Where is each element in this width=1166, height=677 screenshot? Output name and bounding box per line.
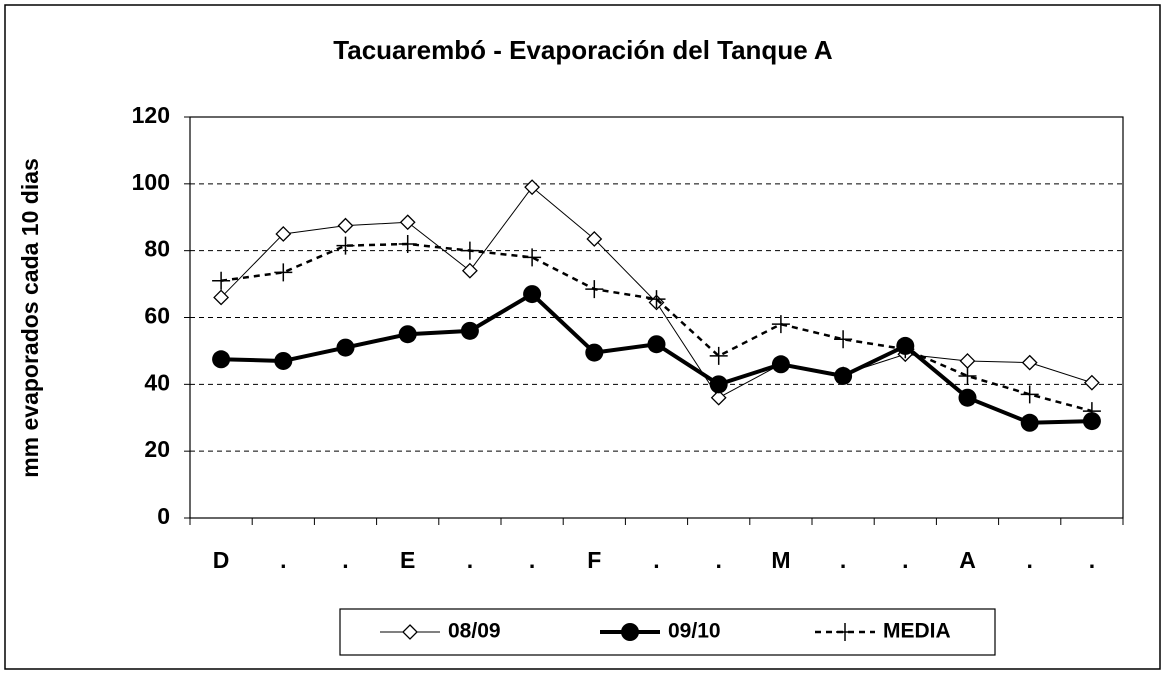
data-point [585,280,604,299]
x-tick-label: . [1027,547,1033,573]
x-tick-label: . [653,547,659,573]
data-point [1083,374,1100,391]
data-point [337,217,354,234]
legend-marker [402,624,418,640]
data-point [398,325,417,344]
y-tick-label: 60 [144,303,170,329]
y-tick-label: 20 [144,436,170,462]
y-tick-label: 100 [132,169,170,195]
x-tick-label: M [771,547,790,573]
chart-title: Tacuarembó - Evaporación del Tanque A [333,35,833,65]
data-point [1020,385,1039,404]
legend-label: 08/09 [448,620,501,643]
data-point [709,375,728,394]
data-point [461,262,478,279]
data-point [213,289,230,306]
data-point [647,290,666,309]
data-point [460,321,479,340]
data-point [460,241,479,260]
x-tick-label: . [467,547,473,573]
y-axis-label: mm evaporados cada 10 dias [17,158,43,478]
data-point [212,271,231,290]
data-point [1082,412,1101,431]
data-point [586,231,603,247]
data-point [896,340,915,359]
data-point [399,214,416,231]
x-tick-label: D [213,547,230,573]
x-tick-label: A [959,547,976,573]
data-point [710,389,727,406]
legend-box [339,608,996,656]
x-tick-label: . [342,547,348,573]
data-point [1021,354,1038,371]
y-tick-label: 40 [144,369,170,395]
data-point [523,285,542,304]
x-tick-label: . [840,547,846,573]
x-tick-label: . [1089,547,1095,573]
data-point [771,355,790,374]
data-point [523,248,542,267]
chart-frame [4,4,1161,670]
data-point [1082,402,1101,421]
data-point [647,335,666,354]
data-point [958,366,977,385]
data-point [524,179,541,196]
y-tick-label: 0 [157,503,170,529]
data-point [958,388,977,407]
legend-label: MEDIA [883,620,951,643]
y-tick-label: 120 [132,102,170,128]
legend-label: 09/10 [668,620,721,643]
y-tick-label: 80 [144,236,170,262]
data-point [585,343,604,362]
x-tick-label: . [716,547,722,573]
data-point [336,338,355,357]
x-tick-label: . [902,547,908,573]
data-point [274,351,293,370]
data-point [398,234,417,253]
x-tick-label: . [529,547,535,573]
x-tick-label: . [280,547,286,573]
data-point [834,330,853,349]
x-tick-label: F [587,547,601,573]
data-point [212,350,231,369]
data-point [275,226,292,242]
legend-marker [836,623,854,641]
data-point [1020,413,1039,432]
legend-marker [621,623,639,641]
plot-frame [189,116,1124,519]
data-point [274,263,293,282]
data-point [709,346,728,365]
x-tick-label: E [400,547,415,573]
data-point [771,315,790,334]
data-point [336,236,355,255]
data-point [834,366,853,385]
